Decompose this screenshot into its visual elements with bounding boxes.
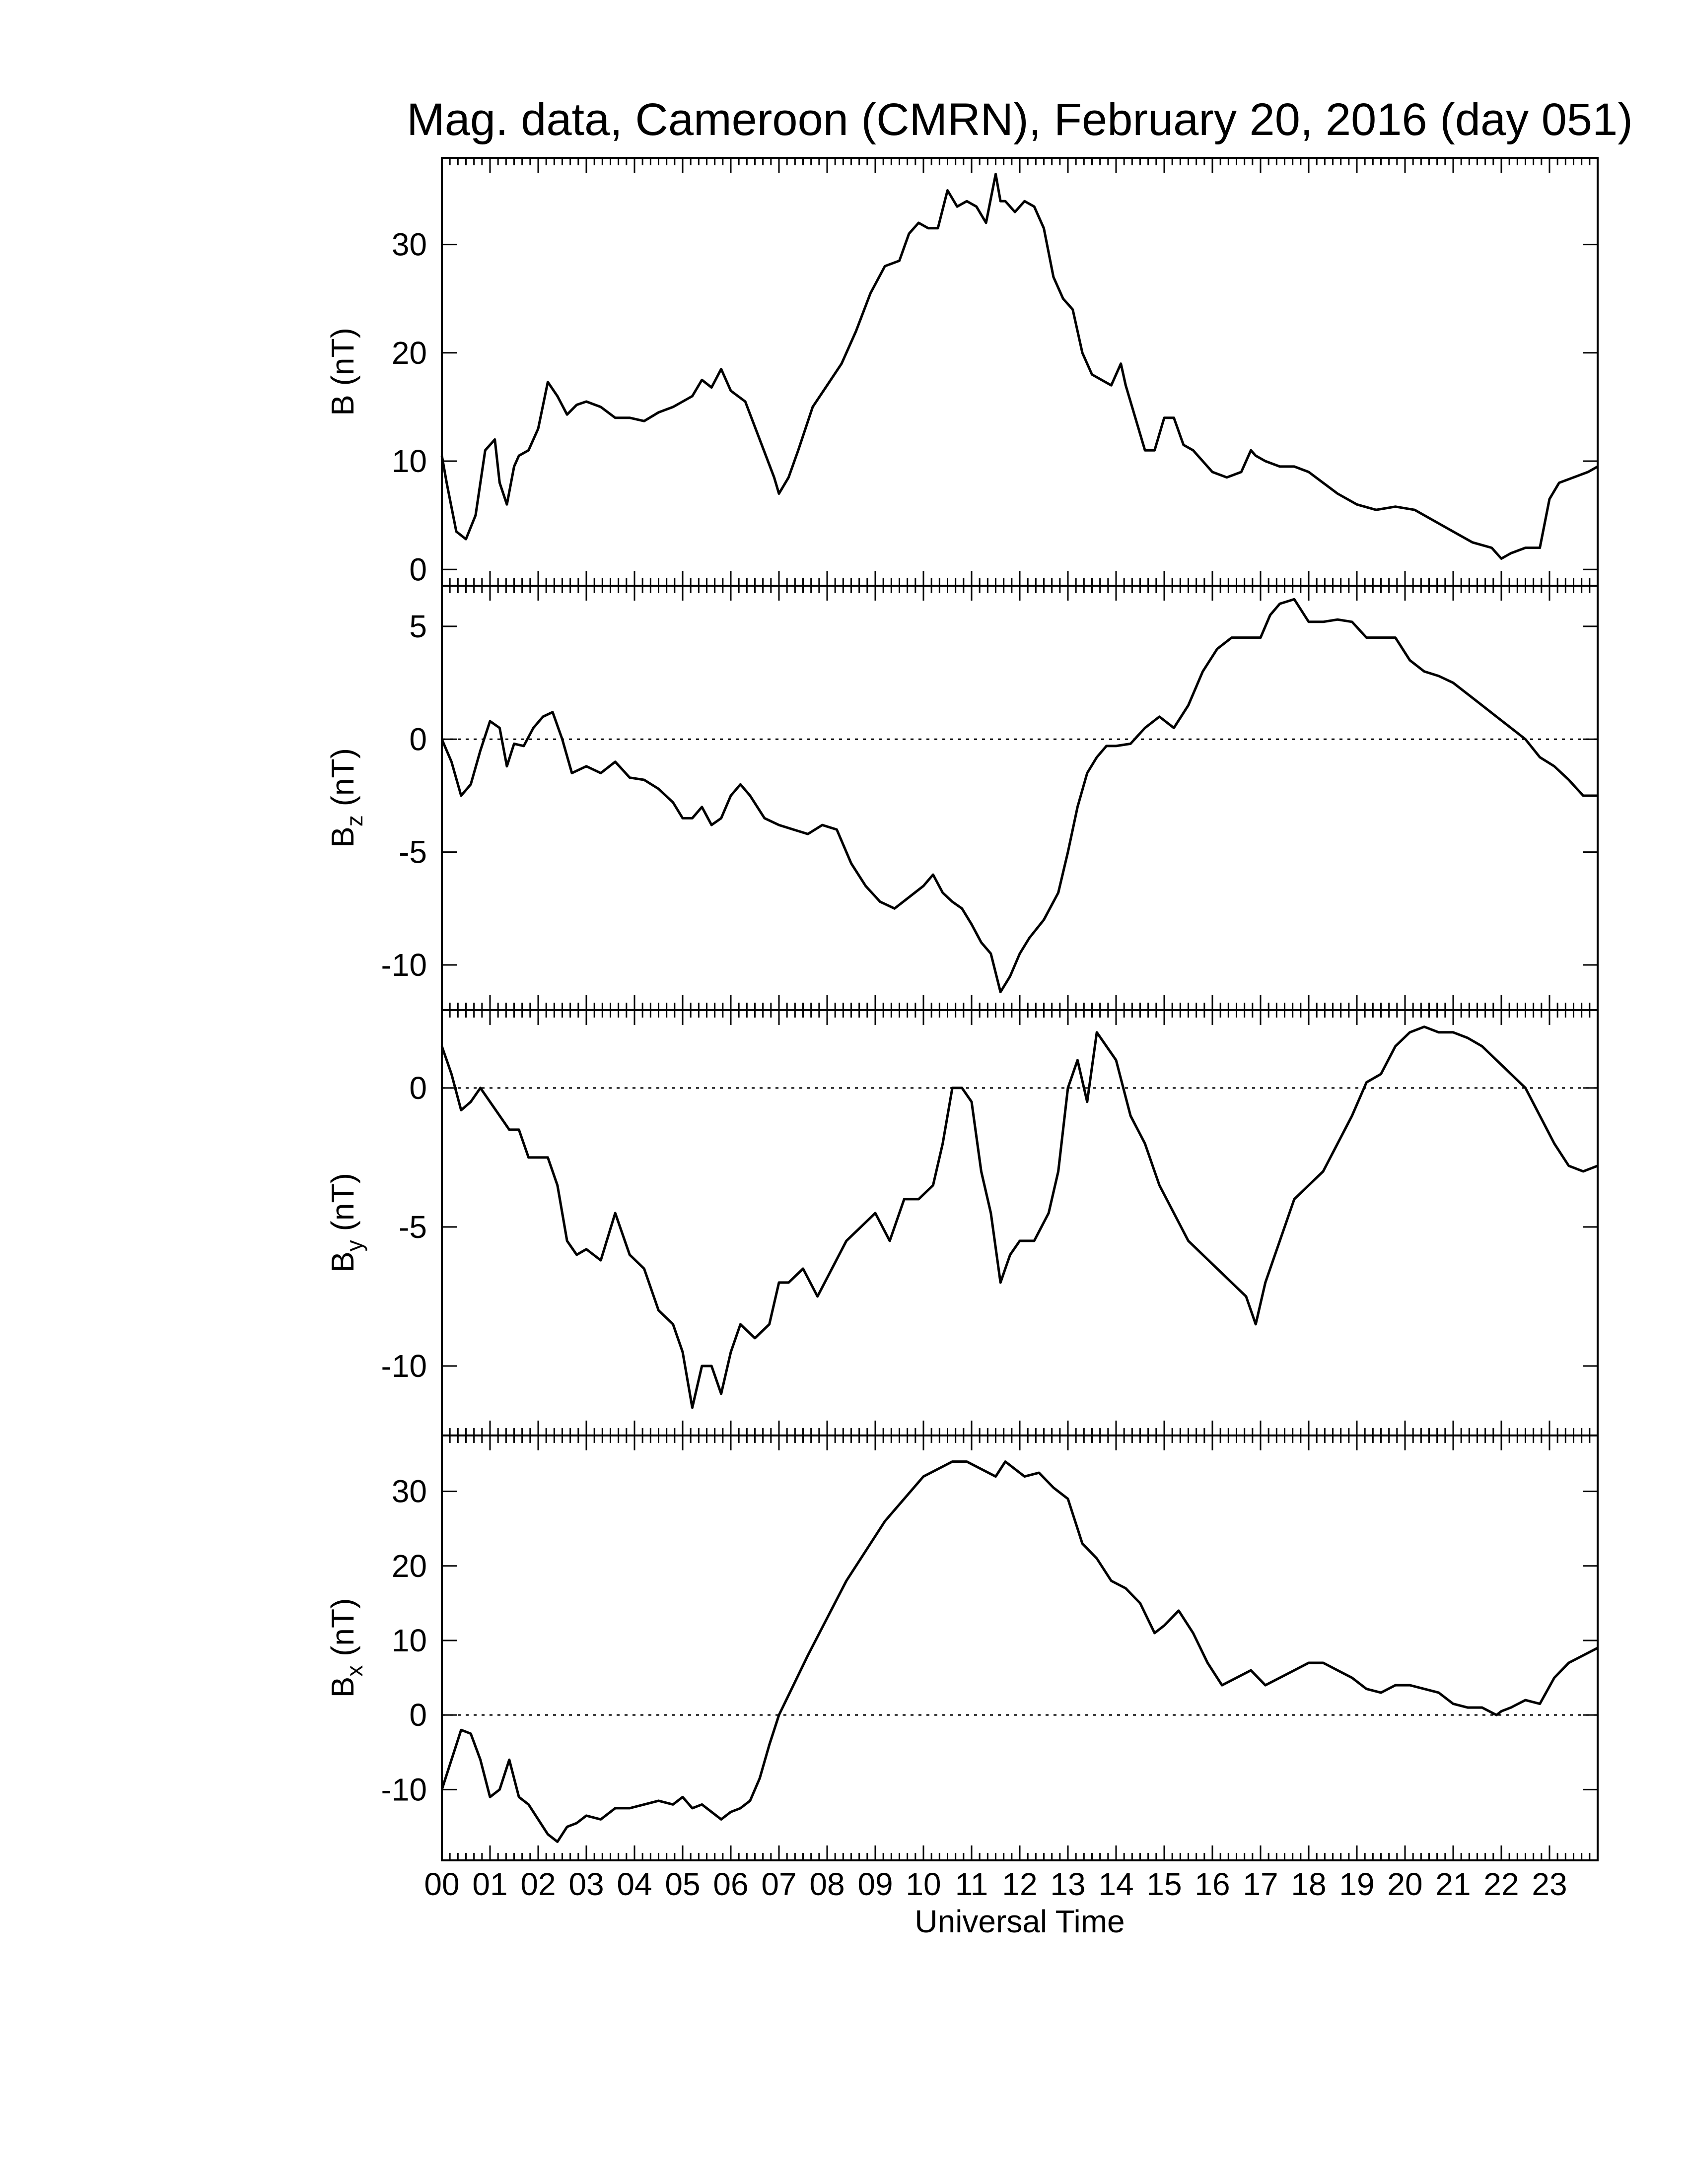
x-tick-label: 15 [1146,1866,1182,1902]
chart-title: Mag. data, Cameroon (CMRN), February 20,… [407,94,1633,145]
panels-layer: 0 10 20 30 B (nT) -10 -5 0 5 Bz (nT) -10 -5 0 By (nT)… [325,157,1599,1861]
x-tick-label: 11 [955,1866,988,1902]
data-series-line [440,1025,1598,1409]
x-tick-label: 10 [906,1866,941,1902]
y-tick-label: 10 [392,443,427,479]
x-tick-label: 06 [713,1866,748,1902]
x-tick-label: 22 [1483,1866,1519,1902]
x-tick-label: 07 [761,1866,796,1902]
y-tick-label: 10 [392,1623,427,1658]
x-tick-label: 03 [568,1866,604,1902]
y-tick-label: 30 [392,1474,427,1509]
y-tick-label: -10 [381,947,427,983]
panel-2: -10 -5 0 5 Bz (nT) [325,585,1599,1011]
x-tick-label: 01 [472,1866,507,1902]
x-tick-label: 21 [1435,1866,1471,1902]
x-tick-label: 13 [1050,1866,1085,1902]
y-axis-label: B (nT) [325,328,360,416]
x-tick-label: 20 [1387,1866,1422,1902]
y-axis-label: By (nT) [325,1173,367,1273]
panel-frame [441,1009,1599,1436]
data-series-line [440,598,1598,994]
x-tick-label: 16 [1195,1866,1230,1902]
x-tick-label: 14 [1098,1866,1133,1902]
x-tick-label: 17 [1243,1866,1278,1902]
x-tick-labels: 00 01 02 03 04 05 06 07 08 09 10 11 12 13 14 15 16 17 18 19… [424,1866,1567,1902]
panel-frame [441,1434,1599,1861]
y-tick-label: 5 [409,609,427,644]
panel-frame [441,157,1599,587]
x-tick-label: 02 [520,1866,556,1902]
y-tick-label: 0 [409,1070,427,1106]
x-tick-label: 04 [617,1866,652,1902]
x-tick-label: 12 [1002,1866,1037,1902]
y-tick-label: 0 [409,1697,427,1733]
panel-3: -10 -5 0 By (nT) [325,1009,1599,1436]
y-tick-label: -10 [381,1348,427,1384]
y-tick-label: -5 [399,834,427,870]
y-tick-label: 0 [409,721,427,757]
x-tick-label: 05 [665,1866,700,1902]
x-tick-label: 00 [424,1866,459,1902]
x-tick-label: 18 [1291,1866,1326,1902]
x-axis-label: Universal Time [914,1904,1125,1939]
panel-frame [441,585,1599,1011]
panel-1: 0 10 20 30 B (nT) [325,157,1599,587]
data-series-line [440,173,1599,560]
y-tick-label: 30 [392,227,427,263]
data-series-line [440,1460,1599,1843]
panel-4: -10 0 10 20 30 Bx (nT) [325,1434,1599,1861]
x-tick-label: 19 [1339,1866,1374,1902]
x-tick-label: 08 [809,1866,844,1902]
y-tick-label: 20 [392,335,427,371]
y-tick-label: 20 [392,1548,427,1584]
y-axis-label: Bx (nT) [325,1598,367,1698]
y-tick-label: 0 [409,551,427,587]
y-tick-label: -10 [381,1772,427,1807]
x-tick-label: 23 [1532,1866,1567,1902]
y-tick-label: -5 [399,1209,427,1245]
y-axis-label: Bz (nT) [325,748,367,848]
x-tick-label: 09 [857,1866,893,1902]
